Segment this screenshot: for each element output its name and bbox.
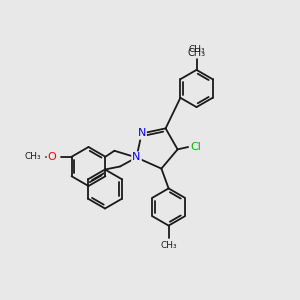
- Text: N: N: [137, 128, 146, 139]
- Text: CH₃: CH₃: [188, 45, 205, 54]
- Text: N: N: [132, 152, 141, 163]
- Text: Cl: Cl: [190, 142, 201, 152]
- Text: CH₃: CH₃: [160, 242, 177, 250]
- Text: O: O: [48, 152, 56, 162]
- Text: CH₃: CH₃: [24, 152, 41, 161]
- Text: CH₃: CH₃: [188, 47, 206, 58]
